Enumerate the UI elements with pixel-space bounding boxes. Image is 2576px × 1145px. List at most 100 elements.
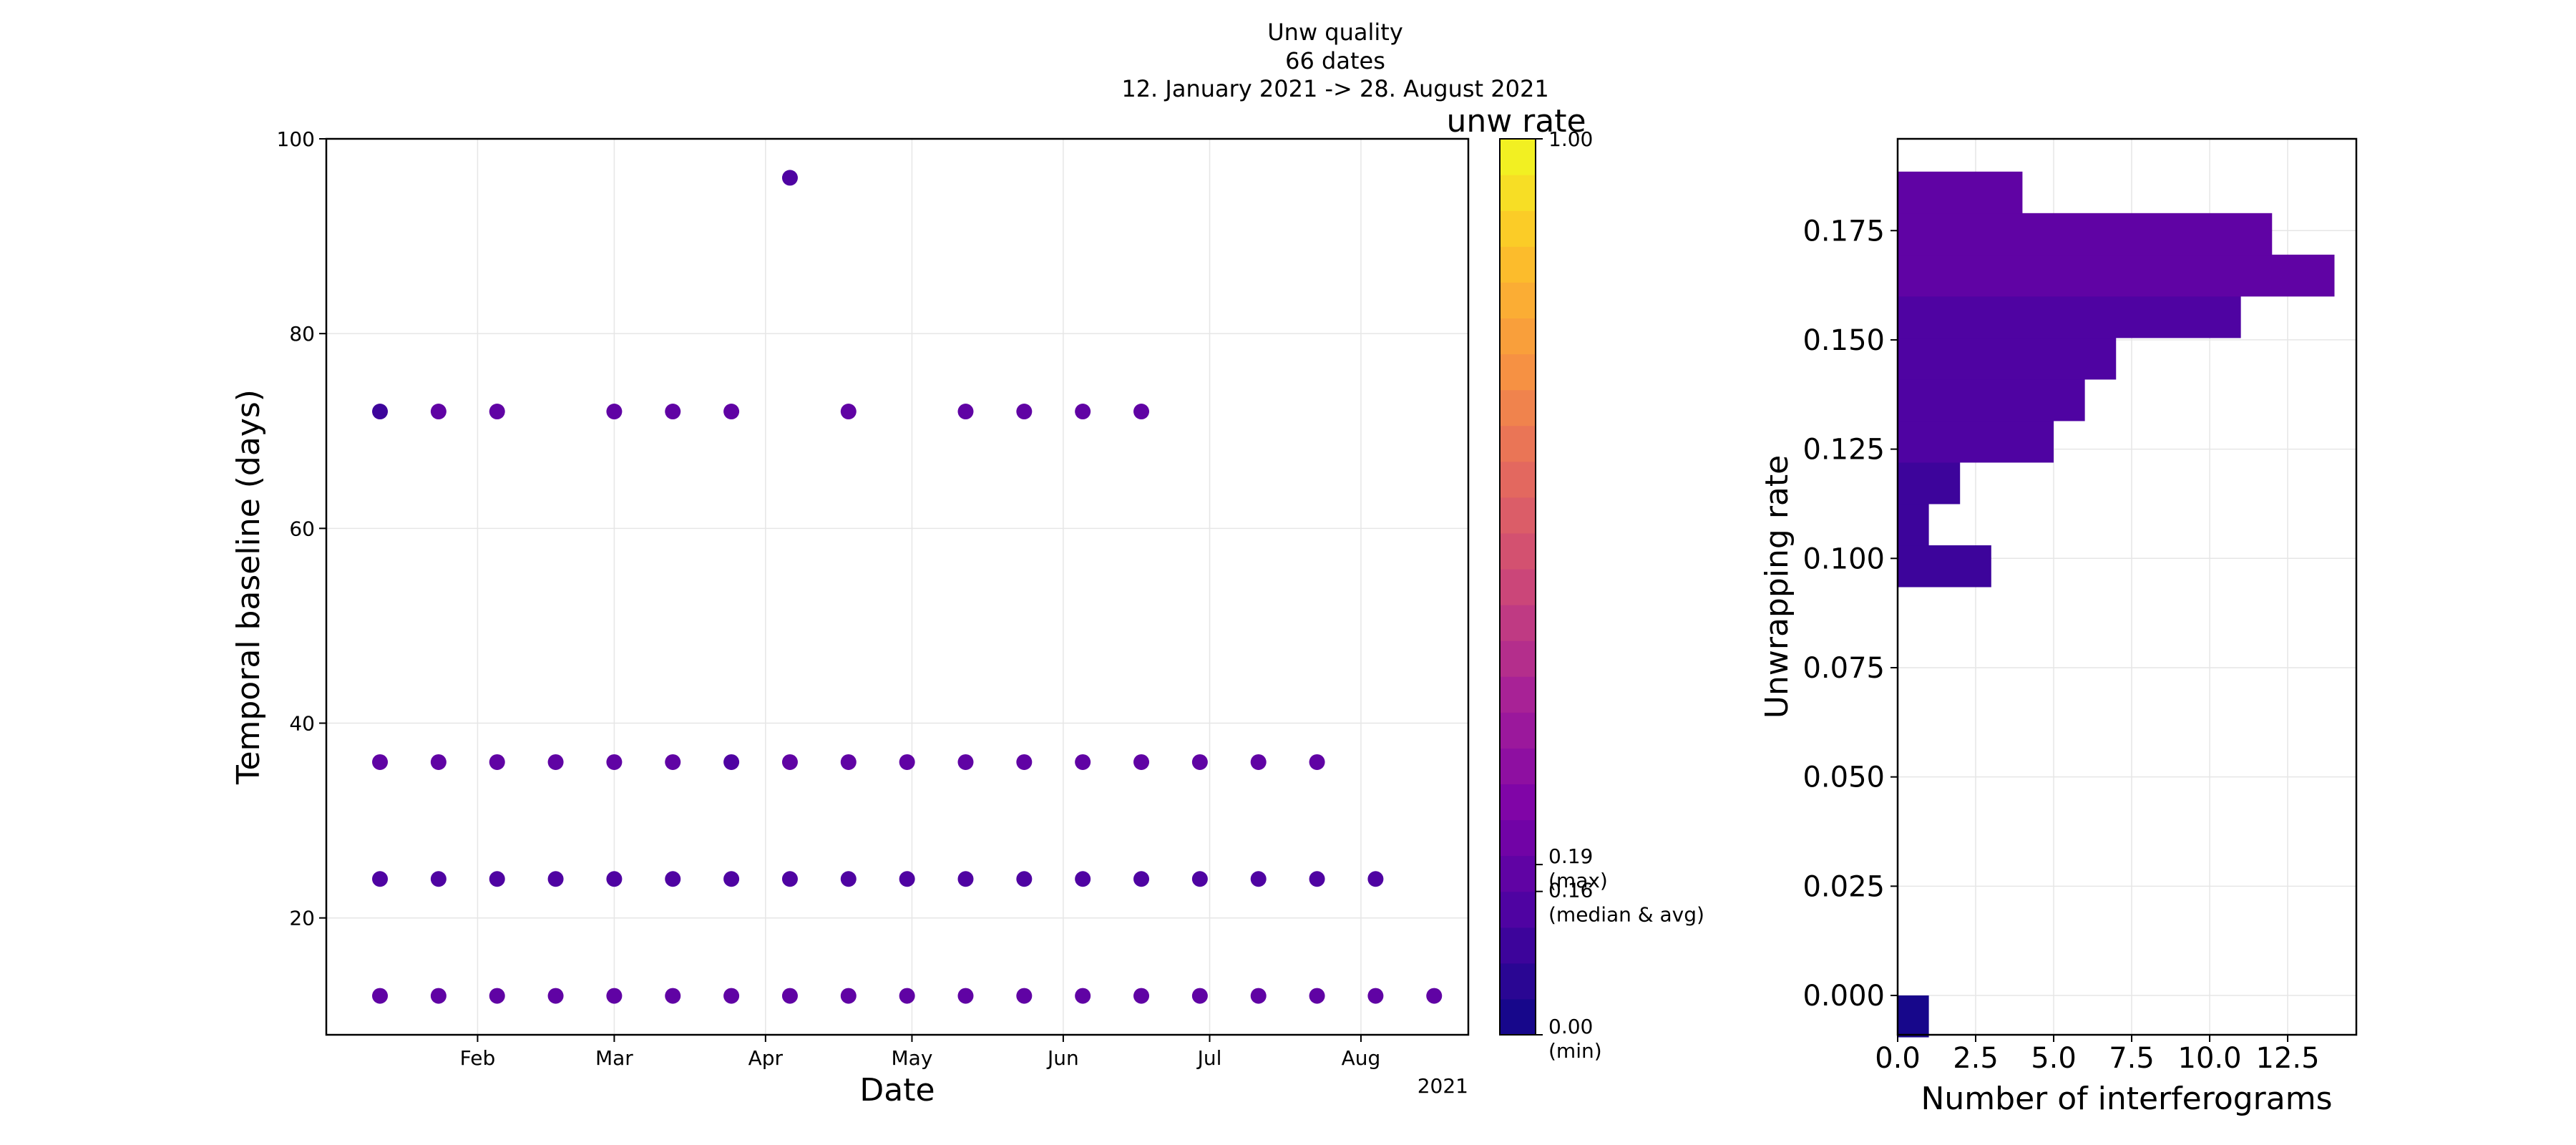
colorbar-max-sub: (max) xyxy=(1548,869,1608,892)
colorbar-level xyxy=(1500,210,1536,247)
scatter-point xyxy=(372,988,389,1004)
scatter-point xyxy=(430,754,447,770)
scatter-point xyxy=(899,754,915,770)
scatter-point xyxy=(1016,404,1033,420)
colorbar-median-label: 0.16 xyxy=(1548,879,1593,902)
histogram-y-ticks: 0.000 0.025 0.050 0.075 0.100 0.125 0.150 0.175 xyxy=(1802,215,1898,1013)
scatter-y-axis-label: Temporal baseline (days) xyxy=(230,389,267,785)
scatter-point xyxy=(840,754,857,770)
scatter-point xyxy=(840,988,857,1004)
histogram-bar xyxy=(1898,420,2054,463)
scatter-x-offset-label: 2021 xyxy=(1418,1074,1468,1098)
colorbar-level xyxy=(1500,640,1536,677)
colorbar-level xyxy=(1500,461,1536,498)
scatter-panel: Feb Mar Apr May Jun Jul Aug 20 40 60 80 100 2021 D… xyxy=(230,127,1470,1109)
histogram-x-tick-label: 7.5 xyxy=(2109,1042,2155,1075)
scatter-x-tick-label: Mar xyxy=(595,1046,633,1070)
scatter-point xyxy=(1016,871,1033,887)
scatter-point xyxy=(1191,988,1208,1004)
colorbar-title: unw rate xyxy=(1446,103,1586,140)
scatter-x-tick-label: Jul xyxy=(1196,1046,1222,1070)
scatter-point xyxy=(606,988,623,1004)
histogram-bar xyxy=(1898,337,2117,380)
colorbar-level xyxy=(1500,139,1536,175)
figure-title-line-1: Unw quality xyxy=(1267,19,1403,46)
scatter-point xyxy=(1133,754,1150,770)
scatter-x-tick-label: Apr xyxy=(748,1046,784,1070)
colorbar-max-label: 0.19 xyxy=(1548,844,1593,868)
scatter-point xyxy=(547,871,564,887)
histogram-bars xyxy=(1898,171,2335,1038)
colorbar-min-label: 0.00 xyxy=(1548,1015,1593,1038)
scatter-point xyxy=(372,871,389,887)
scatter-point xyxy=(606,871,623,887)
figure-title-line-2: 66 dates xyxy=(1285,47,1385,74)
scatter-point xyxy=(372,404,389,420)
scatter-point xyxy=(899,988,915,1004)
scatter-point xyxy=(723,404,740,420)
histogram-panel: 0.0 2.5 5.0 7.5 10.0 12.5 0.000 0.025 0.050 0.07… xyxy=(1759,137,2358,1117)
histogram-y-tick-label: 0.050 xyxy=(1802,761,1885,794)
scatter-point xyxy=(1016,988,1033,1004)
histogram-bar xyxy=(1898,379,2085,422)
histogram-x-axis-label: Number of interferograms xyxy=(1921,1081,2332,1117)
scatter-point xyxy=(723,988,740,1004)
scatter-points xyxy=(372,170,1443,1004)
histogram-bar xyxy=(1898,213,2273,255)
scatter-y-tick-label: 20 xyxy=(289,907,315,930)
histogram-y-tick-label: 0.025 xyxy=(1802,870,1885,903)
colorbar-level xyxy=(1500,712,1536,749)
scatter-x-ticks: Feb Mar Apr May Jun Jul Aug xyxy=(460,1035,1381,1070)
colorbar-ticks: 1.00 0.19(max)0.16(median & avg) 0.00(min) xyxy=(1536,127,1704,1063)
histogram-y-tick-label: 0.000 xyxy=(1802,980,1885,1013)
histogram-x-tick-label: 5.0 xyxy=(2031,1042,2077,1075)
colorbar-level xyxy=(1500,748,1536,785)
histogram-bar xyxy=(1898,995,1929,1038)
colorbar-frame xyxy=(1499,138,1536,1036)
histogram-x-tick-label: 12.5 xyxy=(2256,1042,2320,1075)
colorbar-level xyxy=(1500,998,1536,1036)
figure-title-line-3: 12. January 2021 -> 28. August 2021 xyxy=(1121,75,1548,102)
scatter-point xyxy=(547,988,564,1004)
scatter-point xyxy=(606,404,623,420)
scatter-x-tick-label: Jun xyxy=(1046,1046,1079,1070)
scatter-point xyxy=(1075,988,1091,1004)
scatter-point xyxy=(489,871,505,887)
scatter-point xyxy=(1426,988,1443,1004)
histogram-y-tick-label: 0.100 xyxy=(1802,542,1885,575)
scatter-point xyxy=(899,871,915,887)
histogram-bar xyxy=(1898,503,1929,546)
scatter-point xyxy=(665,988,681,1004)
scatter-point xyxy=(1191,871,1208,887)
histogram-x-tick-label: 2.5 xyxy=(1953,1042,1999,1075)
scatter-point xyxy=(1191,754,1208,770)
scatter-point xyxy=(781,871,798,887)
scatter-frame xyxy=(325,137,1470,1036)
scatter-point xyxy=(430,404,447,420)
colorbar-top-label: 1.00 xyxy=(1548,127,1593,151)
histogram-bar xyxy=(1898,296,2241,338)
scatter-x-tick-label: Aug xyxy=(1342,1046,1381,1070)
scatter-point xyxy=(781,170,798,186)
scatter-point xyxy=(665,404,681,420)
colorbar-levels xyxy=(1500,139,1536,1036)
scatter-point xyxy=(430,871,447,887)
scatter-point xyxy=(489,988,505,1004)
scatter-y-tick-label: 40 xyxy=(289,712,315,736)
scatter-point xyxy=(1075,754,1091,770)
scatter-point xyxy=(781,988,798,1004)
scatter-point xyxy=(840,871,857,887)
colorbar-level xyxy=(1500,175,1536,211)
histogram-x-ticks: 0.0 2.5 5.0 7.5 10.0 12.5 xyxy=(1875,1035,2320,1075)
colorbar-level xyxy=(1500,282,1536,318)
histogram-x-tick-label: 10.0 xyxy=(2178,1042,2242,1075)
scatter-point xyxy=(1250,871,1267,887)
scatter-point xyxy=(489,404,505,420)
scatter-y-tick-label: 80 xyxy=(289,322,315,346)
scatter-point xyxy=(781,754,798,770)
histogram-y-tick-label: 0.125 xyxy=(1802,434,1885,467)
scatter-point xyxy=(723,871,740,887)
scatter-x-axis-label: Date xyxy=(859,1072,935,1109)
scatter-point xyxy=(1133,988,1150,1004)
colorbar-level xyxy=(1500,318,1536,355)
